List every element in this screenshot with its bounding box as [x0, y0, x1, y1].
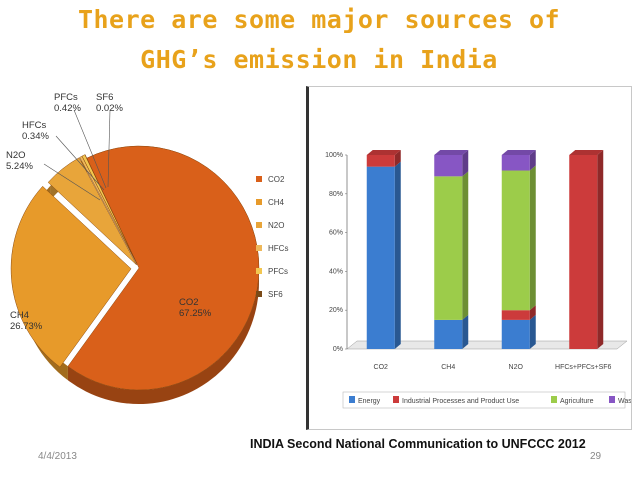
- bar-segment-side: [597, 150, 604, 349]
- pie-label-pfcs: PFCs 0.42%: [54, 92, 81, 114]
- bar-segment-side: [462, 314, 469, 349]
- bar-segment-waste-2: [501, 155, 530, 171]
- bar-top-cap: [366, 150, 401, 155]
- legend-swatch-sf6: [256, 291, 262, 297]
- bar-segment-side: [529, 305, 536, 320]
- bar-segment-side: [462, 150, 469, 177]
- pie-chart: CO2 67.25% CH4 26.73% N2O 5.24% HFCs 0.34%PFCs 0…: [6, 92, 288, 404]
- bar-segment-side: [462, 171, 469, 320]
- legend-label-hfcs: HFCs: [268, 244, 288, 253]
- legend-swatch-hfcs: [256, 245, 262, 251]
- bar-segment-waste-1: [434, 155, 463, 177]
- slide-date: 4/4/2013: [38, 451, 77, 462]
- bar-top-cap: [501, 150, 536, 155]
- y-tick-label: 20%: [329, 307, 343, 314]
- pie-chart-panel: CO2 67.25% CH4 26.73% N2O 5.24% HFCs 0.34% PFCs 0…: [4, 90, 301, 420]
- bar-segment-energy-0: [366, 166, 395, 349]
- pie-label-ch4: CH4 26.73%: [10, 310, 43, 332]
- title-line-1: There are some major sources of: [77, 5, 561, 34]
- pie-leader-line: [43, 163, 101, 201]
- bar-segment-side: [529, 165, 536, 311]
- bar-legend-swatch: [393, 396, 399, 403]
- bar-segment-industrial-0: [366, 155, 395, 167]
- bar-legend-label: Agriculture: [560, 398, 594, 405]
- pie-leader-line: [73, 109, 107, 189]
- legend-swatch-pfcs: [256, 268, 262, 274]
- y-tick-label: 60%: [329, 230, 343, 237]
- bar-segment-side: [529, 314, 536, 349]
- bar-legend-swatch: [349, 396, 355, 403]
- bar-legend-swatch: [551, 396, 557, 403]
- bar-legend-label: Energy: [358, 398, 381, 405]
- pie-slice-n2o: [47, 157, 137, 266]
- pie-label-n2o: N2O 5.24%: [6, 150, 33, 172]
- pie-leader-line: [55, 135, 105, 191]
- title-line-2: GHG’s emission in India: [140, 45, 498, 74]
- slide-page-number: 29: [590, 451, 602, 462]
- bar-segment-industrial-3: [569, 155, 598, 349]
- pie-leader-line: [107, 109, 111, 188]
- bar-legend-swatch: [609, 396, 615, 403]
- bar-segment-energy-1: [434, 319, 463, 349]
- legend-label-pfcs: PFCs: [268, 267, 288, 276]
- bar-top-cap: [569, 150, 604, 155]
- pie-slice-ch4: [10, 185, 132, 368]
- bar-segment-side: [394, 150, 401, 167]
- pie-slice-sf6: [84, 154, 138, 265]
- x-tick-label: CO2: [374, 364, 389, 371]
- x-tick-label: N2O: [509, 364, 524, 371]
- bar-segment-agriculture-2: [501, 170, 530, 311]
- bar-segment-industrial-2: [501, 310, 530, 320]
- bar-legend-label: Industrial Processes and Product Use: [402, 398, 519, 405]
- bar-top-cap: [434, 150, 469, 155]
- stacked-bar-chart-panel: 0% 20% 40% 60% 80% 100% CO2 CH4 N2O HFCs+PFCs+SF6…: [306, 86, 632, 430]
- legend-label-sf6: SF6: [268, 290, 283, 299]
- legend-label-n2o: N2O: [268, 221, 284, 230]
- pie-label-sf6: SF6 0.02%: [96, 92, 123, 114]
- legend-label-ch4: CH4: [268, 198, 285, 207]
- bar-segment-side: [529, 150, 536, 171]
- bar-segment-side: [394, 161, 401, 349]
- bar-legend-label: Waste: [618, 398, 631, 405]
- legend-swatch-n2o: [256, 222, 262, 228]
- legend-label-co2: CO2: [268, 175, 285, 184]
- legend-swatch-ch4: [256, 199, 262, 205]
- y-tick-label: 0%: [333, 346, 343, 353]
- bar-segment-energy-2: [501, 319, 530, 349]
- stacked-bar-chart: 0% 20% 40% 60% 80% 100% CO2 CH4 N2O HFCs+PFCs+SF6…: [325, 150, 631, 409]
- bar-segment-agriculture-1: [434, 176, 463, 320]
- source-caption: INDIA Second National Communication to U…: [250, 437, 586, 451]
- y-tick-label: 80%: [329, 191, 343, 198]
- pie-label-hfcs: HFCs 0.34%: [22, 120, 49, 142]
- pie-slice-co2: [67, 145, 260, 391]
- y-tick-label: 40%: [329, 268, 343, 275]
- y-tick-label: 100%: [325, 152, 343, 159]
- x-tick-label: CH4: [441, 364, 455, 371]
- x-tick-label: HFCs+PFCs+SF6: [555, 364, 612, 371]
- pie-label-co2: CO2 67.25%: [179, 297, 212, 319]
- legend-swatch-co2: [256, 176, 262, 182]
